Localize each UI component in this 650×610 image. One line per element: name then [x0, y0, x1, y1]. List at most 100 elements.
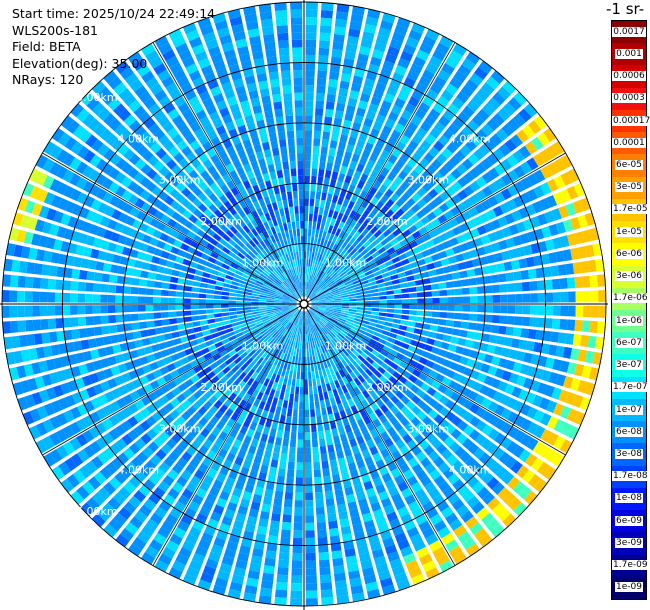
- beta-cell: [317, 536, 328, 546]
- beta-cell: [189, 240, 200, 249]
- beta-cell: [305, 530, 315, 539]
- beta-cell: [366, 273, 375, 280]
- beta-cell: [203, 266, 213, 274]
- beta-cell: [108, 428, 120, 441]
- beta-cell: [86, 327, 96, 337]
- beta-cell: [515, 305, 523, 315]
- beta-cell: [237, 389, 246, 399]
- beta-cell: [214, 380, 224, 389]
- beta-cell: [462, 198, 474, 209]
- beta-cell: [180, 356, 190, 365]
- ring-label: 3.00km: [407, 422, 449, 435]
- beta-cell: [247, 203, 256, 213]
- beta-cell: [277, 40, 289, 49]
- beta-cell: [108, 284, 117, 293]
- colorbar-tick-label: 1.7e-06: [612, 293, 649, 304]
- beta-cell: [497, 107, 511, 121]
- beta-cell: [267, 63, 279, 73]
- beta-cell: [293, 530, 303, 539]
- beta-cell: [485, 76, 500, 90]
- beta-cell: [309, 401, 315, 410]
- beta-cell: [311, 300, 319, 303]
- beta-cell: [362, 183, 372, 193]
- beta-cell: [345, 373, 353, 383]
- beta-cell: [139, 242, 149, 252]
- beta-cell: [304, 462, 312, 471]
- beta-cell: [283, 499, 293, 508]
- beta-cell: [358, 466, 368, 476]
- beta-cell: [375, 388, 385, 398]
- beta-cell: [446, 142, 458, 154]
- beta-cell: [516, 129, 529, 143]
- beta-cell: [228, 128, 239, 139]
- beta-cell: [289, 299, 297, 303]
- beta-cell: [249, 261, 257, 269]
- beta-cell: [310, 183, 316, 192]
- beta-cell: [424, 114, 437, 127]
- beta-cell: [433, 140, 445, 152]
- beta-cell: [309, 325, 314, 334]
- beta-cell: [337, 353, 344, 361]
- beta-cell: [24, 200, 36, 214]
- beta-cell: [229, 16, 243, 27]
- beta-cell: [493, 252, 504, 263]
- beta-cell: [366, 422, 375, 432]
- beta-cell: [219, 251, 228, 259]
- beta-cell: [332, 474, 341, 483]
- beta-cell: [291, 324, 296, 333]
- beta-cell: [581, 365, 592, 379]
- beta-cell: [399, 416, 410, 427]
- beta-cell: [483, 275, 492, 284]
- beta-cell: [356, 163, 365, 173]
- beta-cell: [180, 469, 192, 481]
- beta-cell: [288, 302, 297, 304]
- beta-cell: [487, 401, 499, 413]
- beta-cell: [244, 75, 256, 85]
- beta-cell: [334, 580, 348, 590]
- beta-cell: [258, 595, 272, 605]
- beta-cell: [183, 316, 193, 323]
- beta-cell: [341, 214, 349, 224]
- beta-cell: [269, 404, 277, 414]
- beta-cell: [365, 193, 374, 203]
- beta-cell: [278, 326, 285, 334]
- beta-cell: [311, 439, 319, 448]
- beta-cell: [429, 82, 443, 95]
- beta-cell: [311, 298, 319, 302]
- beta-cell: [243, 270, 252, 277]
- beta-cell: [463, 367, 473, 377]
- beta-cell: [358, 132, 368, 142]
- beta-cell: [384, 544, 398, 555]
- beta-cell: [139, 420, 151, 432]
- beta-cell: [90, 248, 100, 259]
- beta-cell: [348, 293, 357, 297]
- beta-cell: [112, 254, 122, 264]
- beta-cell: [376, 342, 385, 349]
- beta-cell: [279, 391, 285, 400]
- beta-cell: [285, 270, 291, 278]
- beta-cell: [378, 465, 389, 476]
- beta-cell: [418, 226, 428, 236]
- beta-cell: [128, 194, 139, 205]
- beta-cell: [274, 323, 282, 330]
- beta-cell: [262, 230, 270, 239]
- beta-cell: [377, 366, 386, 375]
- beta-cell: [584, 244, 595, 258]
- beta-cell: [323, 289, 331, 294]
- beta-cell: [395, 438, 406, 450]
- beta-cell: [125, 461, 138, 474]
- beta-cell: [419, 335, 428, 343]
- beta-cell: [420, 457, 432, 469]
- beta-cell: [263, 149, 272, 158]
- beta-cell: [570, 348, 580, 361]
- beta-cell: [91, 138, 104, 152]
- beta-cell: [229, 402, 238, 412]
- beta-cell: [180, 243, 190, 252]
- beta-cell: [333, 275, 341, 282]
- beta-cell: [245, 347, 254, 355]
- beta-cell: [334, 304, 342, 306]
- beta-cell: [312, 275, 317, 284]
- beta-cell: [329, 178, 337, 188]
- beta-cell: [425, 28, 440, 41]
- beta-cell: [305, 266, 308, 274]
